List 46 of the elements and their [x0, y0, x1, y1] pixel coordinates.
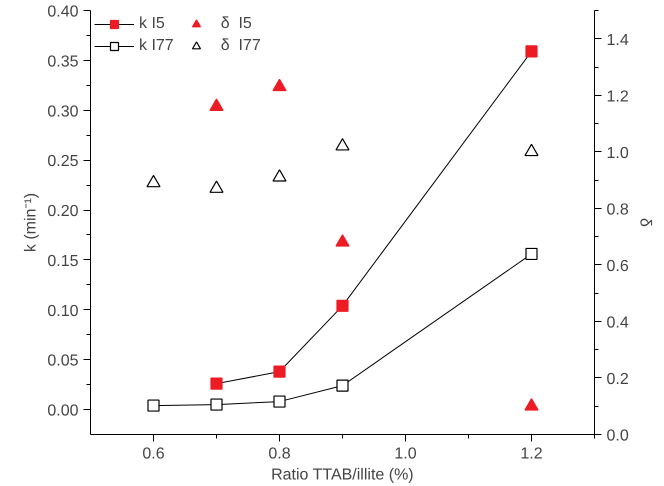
y-tick-label: 0.05 [47, 352, 79, 370]
point [272, 169, 287, 182]
point [146, 174, 161, 188]
y2-tick-label: 1.4 [606, 32, 629, 49]
point [272, 78, 287, 92]
y-tick-label: 0.15 [47, 252, 79, 270]
point [210, 378, 223, 390]
y-tick-label: 0.00 [47, 402, 79, 420]
legend-label: δ I5 [220, 15, 252, 33]
point [209, 180, 224, 193]
x-axis-title: Ratio TTAB/illite (%) [271, 466, 414, 484]
point [525, 248, 538, 260]
point [335, 138, 350, 151]
x-tick-label: 1.2 [520, 446, 543, 462]
y-axis-title: k (min⁻¹) [22, 192, 40, 252]
point [524, 144, 539, 156]
x-tick-label: 0.8 [268, 446, 291, 462]
point [209, 98, 224, 111]
y2-tick-label: 1.0 [606, 144, 629, 162]
point [336, 380, 349, 392]
legend-label: δ I77 [220, 37, 261, 55]
y2-tick-label: 0.0 [606, 428, 629, 444]
x-tick-label: 0.6 [142, 446, 165, 462]
y-tick-label: 0.35 [47, 53, 79, 70]
y2-tick-label: 0.6 [606, 258, 629, 275]
point [524, 398, 539, 411]
y2-tick-label: 1.2 [606, 88, 629, 106]
y2-tick-label: 0.8 [606, 201, 629, 218]
y-tick-label: 0.10 [47, 302, 79, 320]
y-tick-label: 0.25 [47, 153, 79, 170]
y-tick-label: 0.40 [47, 4, 79, 20]
y2-axis-title: δ [636, 218, 654, 228]
point [147, 399, 160, 412]
point [525, 45, 538, 58]
y2-tick-label: 0.4 [606, 314, 629, 332]
point [210, 398, 223, 411]
point [335, 234, 350, 247]
point [336, 300, 349, 312]
x-tick-label: 1.0 [394, 446, 417, 462]
legend-label: k I77 [139, 37, 174, 55]
point [273, 395, 286, 408]
y-tick-label: 0.20 [47, 203, 79, 220]
y-tick-label: 0.30 [47, 103, 79, 120]
y2-tick-label: 0.2 [606, 370, 629, 388]
legend-label: k I5 [139, 15, 165, 33]
point [273, 366, 286, 378]
